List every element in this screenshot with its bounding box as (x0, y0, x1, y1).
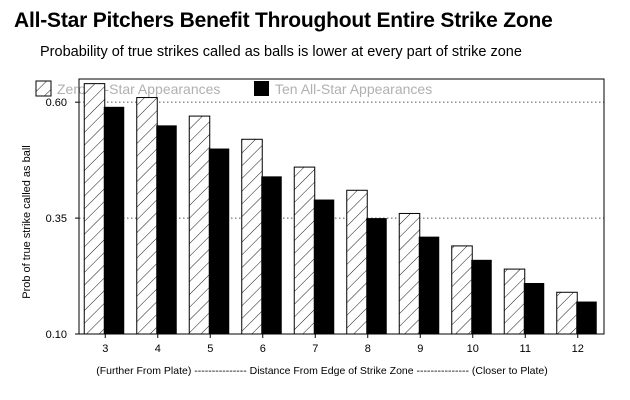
bar-zero-allstar-3 (83, 83, 106, 335)
bar-ten-allstar-3 (103, 106, 125, 335)
x-tick-label: 6 (260, 343, 266, 355)
x-axis-label: (Further From Plate) --------------- Dis… (96, 365, 548, 377)
x-tick-label: 7 (312, 343, 318, 355)
x-tick-label: 5 (207, 343, 213, 355)
bar-ten-allstar-10 (471, 259, 492, 334)
y-ticks: 0.10 0.35 0.60 (46, 97, 79, 341)
bar-zero-allstar-6 (241, 138, 263, 335)
bar-zero-allstar-5 (188, 115, 211, 335)
x-tick-label: 3 (102, 343, 108, 355)
bar-ten-allstar-5 (208, 148, 230, 334)
x-tick-label: 9 (417, 343, 423, 355)
legend-label-zero: Zero All-Star Appearances (57, 81, 220, 97)
bar-zero-allstar-10 (451, 245, 473, 335)
legend-swatch-ten (254, 81, 269, 96)
bar-ten-allstar-11 (523, 283, 545, 334)
bar-ten-allstar-6 (261, 176, 282, 334)
legend-label-ten: Ten All-Star Appearances (275, 81, 432, 97)
legend-swatch-zero (35, 80, 52, 97)
y-tick-label: 0.60 (46, 97, 67, 109)
bar-zero-allstar-7 (293, 166, 316, 335)
bar-zero-allstar-12 (556, 291, 578, 335)
bar-zero-allstar-11 (503, 268, 526, 335)
bar-zero-allstar-4 (136, 97, 158, 335)
gridlines (79, 101, 604, 219)
x-tick-label: 4 (155, 343, 161, 355)
bar-zero-allstar-9 (398, 212, 421, 335)
bar-ten-allstar-4 (156, 125, 177, 334)
y-axis-label: Prob of true strike called as ball (21, 145, 33, 298)
bars (83, 83, 597, 335)
bar-zero-allstar-8 (346, 189, 368, 335)
bar-ten-allstar-7 (313, 199, 335, 334)
x-ticks: 3 4 5 6 7 8 9 10 11 12 (102, 334, 584, 355)
plot-frame (78, 78, 605, 335)
x-tick-label: 11 (520, 343, 531, 355)
chart-title: All-Star Pitchers Benefit Throughout Ent… (14, 9, 553, 32)
y-tick-label: 0.35 (46, 213, 67, 225)
x-tick-label: 10 (467, 343, 479, 355)
bar-ten-allstar-9 (418, 236, 440, 334)
bar-ten-allstar-8 (366, 218, 387, 334)
x-tick-label: 12 (572, 343, 584, 355)
x-tick-label: 8 (365, 343, 371, 355)
y-tick-label: 0.10 (46, 329, 67, 341)
bar-ten-allstar-12 (576, 301, 597, 334)
chart-subtitle: Probability of true strikes called as ba… (40, 44, 522, 60)
